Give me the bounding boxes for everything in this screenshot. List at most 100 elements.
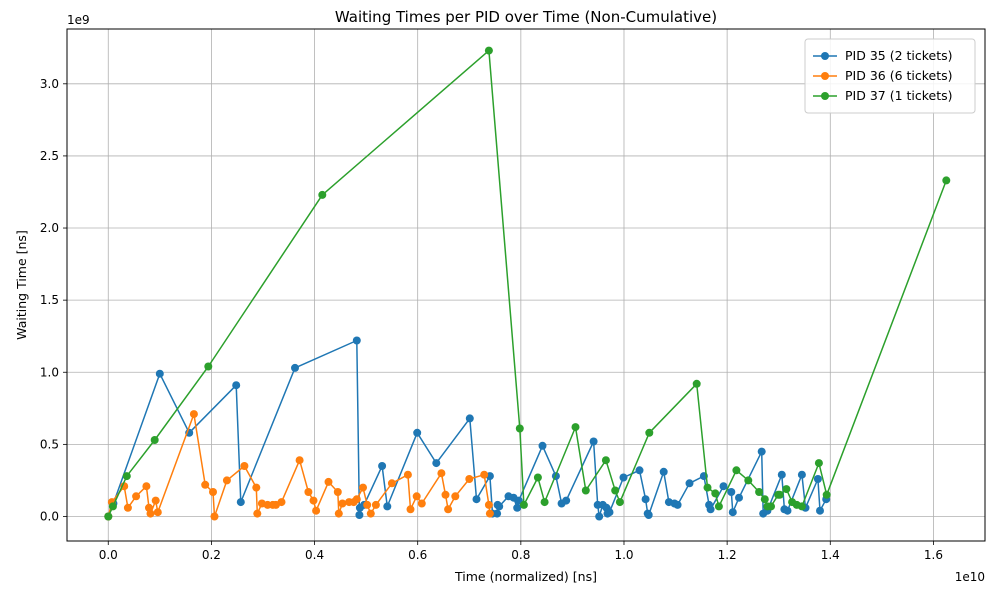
data-point (210, 512, 219, 521)
data-point (760, 495, 769, 504)
data-point (222, 476, 231, 485)
data-point (201, 480, 210, 489)
data-point (735, 493, 743, 502)
data-point (816, 506, 824, 515)
data-point (417, 499, 426, 508)
data-point (615, 498, 624, 507)
data-point (595, 512, 604, 521)
data-point (538, 441, 547, 450)
y-scale-label: 1e9 (67, 13, 90, 27)
data-point (485, 509, 494, 518)
legend-item: PID 35 (2 tickets) (813, 48, 953, 63)
data-point (571, 423, 580, 432)
data-point (480, 470, 489, 479)
data-point (711, 489, 720, 498)
data-point (822, 490, 831, 499)
data-point (444, 505, 453, 514)
data-point (744, 476, 753, 485)
data-point (291, 363, 299, 372)
x-tick-label: 0.0 (99, 548, 118, 562)
data-point (727, 488, 736, 496)
data-point (703, 483, 712, 492)
data-point (383, 502, 392, 511)
data-point (355, 511, 364, 519)
data-point (495, 502, 504, 511)
data-point (782, 485, 791, 494)
data-point (540, 498, 549, 507)
x-tick-label: 1.0 (614, 548, 633, 562)
data-point (635, 466, 644, 475)
data-point (432, 459, 441, 468)
data-point (189, 410, 198, 419)
data-point (209, 488, 217, 496)
data-point (366, 509, 375, 518)
data-point (153, 508, 162, 517)
chart-title: Waiting Times per PID over Time (Non-Cum… (335, 8, 717, 26)
legend-item: PID 37 (1 tickets) (813, 88, 953, 103)
data-point (142, 482, 151, 491)
legend: PID 35 (2 tickets) PID 36 (6 tickets) PID … (804, 38, 976, 114)
legend-marker (821, 52, 829, 60)
data-point (644, 511, 653, 519)
data-point (605, 508, 614, 517)
data-point (150, 436, 159, 444)
data-point (104, 512, 113, 521)
data-point (437, 469, 446, 478)
x-scale-label: 1e10 (955, 570, 985, 584)
data-point (363, 500, 372, 509)
plot-frame (66, 28, 986, 542)
data-point (333, 488, 342, 496)
data-point (775, 490, 784, 499)
data-point (324, 477, 333, 486)
data-point (252, 483, 261, 492)
data-point (767, 502, 775, 511)
data-point (413, 428, 422, 437)
x-axis-label: Time (normalized) [ns] (454, 569, 597, 584)
data-point (151, 496, 160, 505)
data-point (797, 502, 806, 511)
data-point (108, 502, 117, 511)
data-point (465, 475, 474, 483)
data-point (146, 509, 155, 518)
series-3 (104, 46, 951, 521)
data-point (732, 466, 741, 475)
data-point (304, 488, 313, 496)
data-point (338, 499, 347, 508)
data-point (757, 447, 766, 456)
data-point (673, 500, 682, 509)
y-axis-label: Waiting Time [ns] (14, 230, 29, 340)
data-point (601, 456, 610, 465)
legend-label: PID 36 (6 tickets) (845, 68, 953, 83)
data-point (441, 490, 450, 499)
legend-marker (821, 72, 829, 80)
data-point (277, 498, 286, 507)
x-tick-label: 0.8 (511, 548, 530, 562)
data-point (484, 500, 493, 509)
data-point (309, 496, 318, 505)
x-tick-label: 0.2 (202, 548, 221, 562)
y-tick-label: 1.0 (40, 365, 59, 379)
data-point (318, 190, 327, 199)
data-point (611, 486, 620, 495)
data-point (515, 424, 524, 433)
ticks: 0.0 0.2 0.4 0.6 0.8 1.0 1.2 1.4 1.6 0.0 0.5 1.0 1.5 2… (40, 77, 943, 562)
y-tick-label: 3.0 (40, 77, 59, 91)
plot-background (67, 29, 985, 541)
data-point (692, 379, 701, 388)
data-point (412, 492, 421, 501)
data-point (236, 498, 245, 507)
data-point (240, 462, 249, 470)
data-point (352, 495, 361, 504)
data-point (641, 495, 650, 504)
data-point (312, 506, 321, 515)
data-point (589, 437, 598, 446)
data-point (814, 459, 823, 468)
x-tick-label: 1.2 (718, 548, 737, 562)
data-point (755, 488, 764, 496)
legend-marker (821, 92, 829, 100)
data-point (685, 479, 694, 488)
data-point (403, 470, 412, 479)
legend-item: PID 36 (6 tickets) (813, 68, 953, 83)
data-point (645, 428, 654, 437)
